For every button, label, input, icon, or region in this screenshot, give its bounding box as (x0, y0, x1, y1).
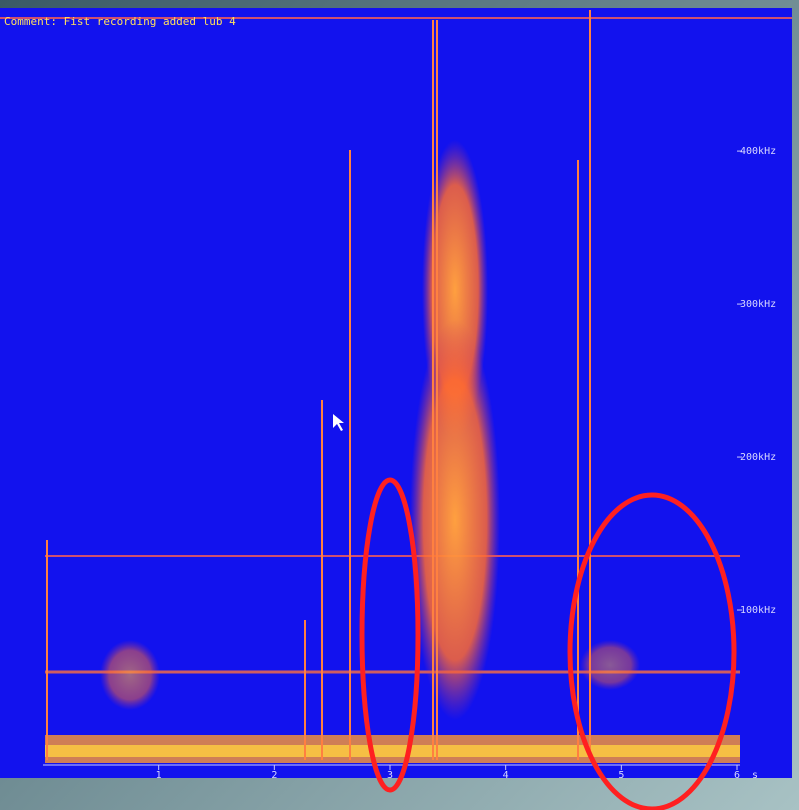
screen: Comment: Fist recording added lub 4 s 1 2… (0, 0, 799, 810)
y-tick-label: 300kHz (740, 299, 776, 310)
x-axis-label: s (752, 770, 758, 781)
x-tick-label: 6 (734, 770, 740, 781)
energy (100, 640, 160, 710)
y-tick-label: 100kHz (740, 605, 776, 616)
x-tick-label: 1 (156, 770, 162, 781)
y-tick-label: 400kHz (740, 146, 776, 157)
comment: Comment: Fist recording added lub 4 (4, 15, 236, 28)
y-tick-label: 200kHz (740, 452, 776, 463)
noise-floor (45, 745, 740, 757)
x-tick-label: 5 (618, 770, 624, 781)
x-tick-label: 3 (387, 770, 393, 781)
x-tick-label: 2 (271, 770, 277, 781)
page: Comment: Fist recording added lub 4 s 1 2… (0, 0, 799, 810)
energy (410, 320, 500, 720)
x-tick-label: 4 (503, 770, 509, 781)
